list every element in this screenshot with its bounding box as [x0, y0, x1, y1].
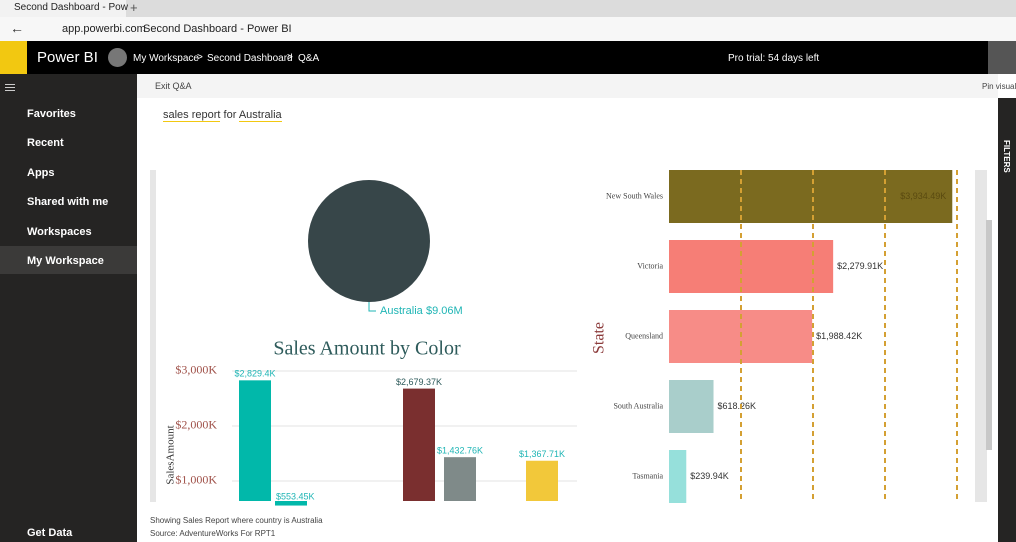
data-label: $553.45K — [276, 491, 315, 501]
breadcrumb[interactable]: Second Dashboard — [207, 53, 293, 64]
data-label: $1,988.42K — [816, 331, 862, 341]
pie-value-label: $9.06M — [426, 305, 463, 317]
bar — [275, 501, 307, 506]
address-bar — [0, 17, 1016, 41]
separator: > — [287, 52, 293, 63]
tab[interactable] — [0, 0, 126, 17]
new-tab[interactable]: + — [130, 0, 138, 15]
bar — [669, 380, 714, 433]
data-label: $2,679.37K — [396, 377, 442, 387]
y-tick-label: Queensland — [625, 331, 663, 340]
data-label: $2,829.4K — [234, 369, 275, 379]
source: Source: AdventureWorks For RPT1 — [150, 529, 276, 538]
scrollbar-thumb[interactable] — [986, 220, 992, 450]
nav-item[interactable]: Recent — [27, 137, 64, 149]
data-label: $3,934.49K — [900, 191, 946, 201]
filter-pane[interactable] — [998, 98, 1016, 542]
y-tick-label: New South Wales — [606, 191, 663, 200]
y-tick-label: $2,000K — [175, 418, 217, 432]
nav-item[interactable]: Favorites — [27, 108, 76, 120]
query-word: for — [223, 109, 237, 121]
y-tick-label: Tasmania — [632, 471, 663, 480]
chart-title: Sales Amount by Color — [273, 338, 461, 360]
qa-query[interactable]: sales report for Australia — [163, 109, 282, 122]
bar — [403, 388, 435, 501]
scrollbar[interactable] — [975, 170, 987, 502]
leader-line — [368, 302, 376, 312]
back-button[interactable]: ← — [10, 20, 24, 36]
breadcrumb[interactable]: Q&A — [298, 53, 320, 64]
nav-item[interactable]: Get Data — [27, 527, 73, 539]
user-button[interactable] — [988, 41, 1016, 74]
avatar — [108, 48, 127, 67]
breadcrumb[interactable]: My Workspace — [133, 53, 199, 64]
page-title: Second Dashboard - Power BI — [143, 23, 292, 35]
y-tick-label: Victoria — [637, 261, 663, 270]
left-nav — [0, 74, 137, 542]
separator: > — [197, 52, 203, 63]
bar — [526, 460, 558, 501]
nav-item[interactable]: Shared with me — [27, 196, 109, 208]
bar — [444, 457, 476, 501]
filters-label: FILTERS — [1002, 140, 1011, 173]
y-axis-title: SalesAmount — [165, 425, 177, 484]
data-label: $1,432.76K — [437, 446, 483, 456]
pie-slice — [308, 180, 430, 302]
nav-item[interactable]: Apps — [27, 167, 55, 179]
menu-icon[interactable] — [5, 84, 15, 85]
data-label: $1,367.71K — [519, 449, 565, 459]
app-name: Power BI — [37, 49, 98, 66]
y-axis-title: State — [591, 322, 608, 354]
app-header — [0, 41, 1016, 74]
exit-qa[interactable]: Exit Q&A — [155, 81, 192, 91]
bar — [669, 170, 953, 223]
app-launcher[interactable] — [0, 41, 27, 74]
query-term: Australia — [238, 109, 282, 122]
note: Showing Sales Report where country is Au… — [150, 516, 323, 525]
url[interactable]: app.powerbi.com — [62, 23, 146, 35]
bar — [239, 380, 271, 501]
visual-border — [150, 170, 156, 502]
bar — [669, 240, 834, 293]
pie-category: Australia — [380, 305, 424, 317]
y-tick-label: South Australia — [613, 401, 663, 410]
pin-visual[interactable]: Pin visual — [982, 82, 1016, 91]
y-tick-label: $1,000K — [175, 473, 217, 487]
toolbar — [137, 74, 998, 98]
nav-item[interactable]: My Workspace — [27, 255, 104, 267]
bar — [669, 450, 687, 503]
tab-bar — [0, 0, 1016, 17]
nav-selected — [0, 246, 137, 274]
y-tick-label: $3,000K — [175, 363, 217, 377]
data-label: $618.26K — [718, 401, 757, 411]
data-label: $239.94K — [690, 471, 729, 481]
trial-status: Pro trial: 54 days left — [728, 53, 820, 64]
data-label: $2,279.91K — [837, 261, 883, 271]
nav-item[interactable]: Workspaces — [27, 226, 92, 238]
tab-title: Second Dashboard - Pow — [14, 2, 128, 13]
query-term: sales report — [163, 109, 221, 122]
